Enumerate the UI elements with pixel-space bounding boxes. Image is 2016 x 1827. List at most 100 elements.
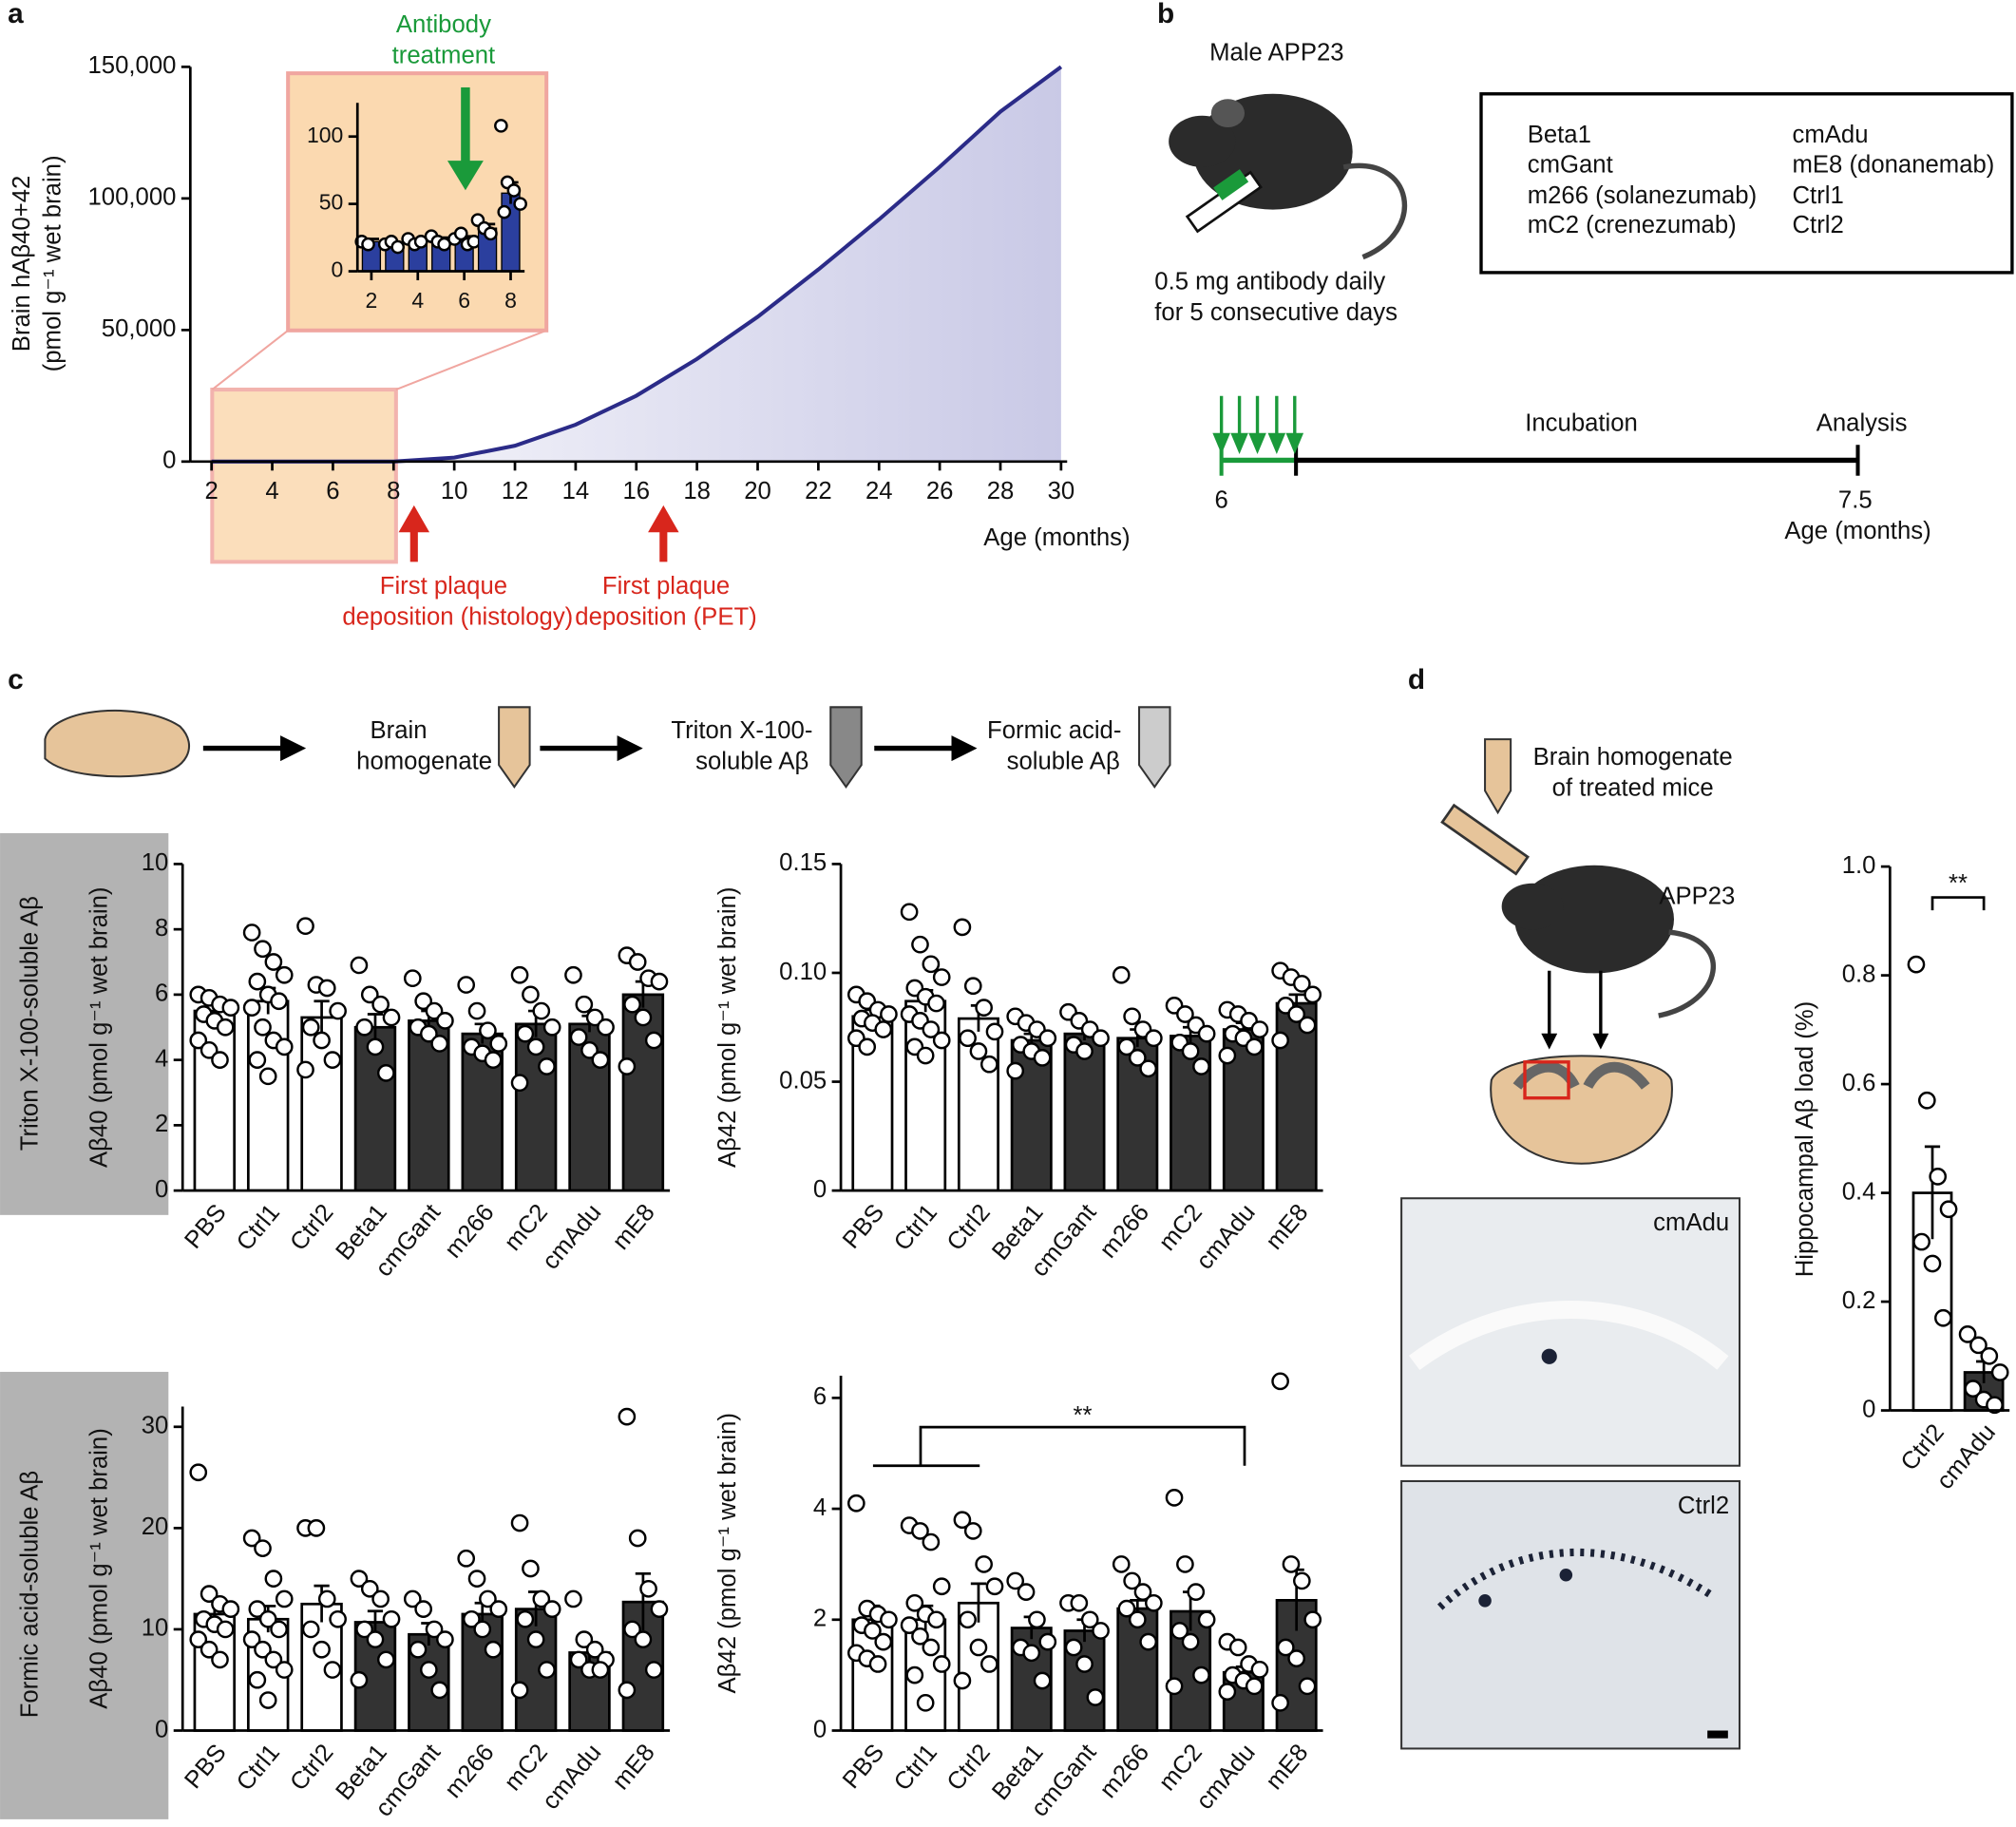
y-tick-label: 4 [813,1494,827,1521]
data-point [254,1018,272,1037]
y-tick-label: 0 [155,1716,168,1742]
data-point [317,1589,336,1608]
x-axis-label: Age (months) [983,524,1130,551]
data-point [880,1005,898,1023]
data-point [959,1610,977,1629]
data-point [275,1661,294,1679]
data-point [1133,1583,1152,1601]
annotation: First plaque [380,573,507,599]
data-point [258,1067,277,1086]
data-point [189,1630,208,1648]
data-point [1112,965,1131,984]
data-point [479,1021,497,1040]
data-point [513,197,527,211]
data-point [1192,1057,1210,1075]
x-tick-label: cmAdu [538,1740,607,1815]
tube [498,706,531,789]
data-point [639,1579,657,1598]
data-point [650,972,669,991]
data-point [323,1661,342,1679]
data-point [1287,1649,1305,1667]
data-point [355,1018,373,1037]
data-point [953,918,972,937]
data-point [1245,1037,1264,1056]
mouse-label: Male APP23 [1209,40,1343,67]
data-point [1912,1232,1930,1251]
data-point [457,976,476,994]
data-point [1064,1638,1083,1657]
data-point [376,1650,395,1669]
x-tick-label: Ctrl1 [232,1740,285,1797]
data-point [510,1074,529,1093]
x-tick-label: 10 [441,478,468,504]
step-label: soluble Aβ [695,748,808,774]
data-point [414,992,433,1011]
data-point [932,1031,951,1050]
error-bar [1924,1145,1941,1240]
error-bar [314,999,330,1035]
data-point [248,1670,267,1689]
y-tick-label: 0.8 [1842,961,1876,987]
injection-label: Brain homogenate [1533,744,1733,771]
data-point [361,237,375,252]
y-tick-label: 50 [319,190,344,215]
image-label: cmAdu [1653,1209,1729,1236]
data-point [1250,1020,1269,1038]
data-point [366,1037,385,1056]
data-point [1165,1677,1184,1696]
data-point [969,1638,988,1657]
y-tick-label: 0.10 [779,959,827,985]
data-point [1139,1059,1158,1078]
data-point [1276,1638,1295,1657]
data-point [623,995,641,1014]
data-point [1038,1029,1057,1048]
data-point [905,1593,924,1612]
y-axis-label: Aβ42 (pmol g⁻¹ wet brain) [714,1413,741,1694]
data-point [436,1630,454,1648]
data-point [216,1018,235,1037]
data-point [425,1001,444,1020]
data-point [420,1661,438,1679]
row-label: Triton X-100-soluble Aβ [16,896,43,1151]
y-axis-label: Aβ40 (pmol g⁻¹ wet brain) [86,887,112,1169]
annotation: First plaque [602,573,730,599]
data-point [1038,1632,1057,1651]
data-point [1128,1610,1147,1629]
data-point [932,1655,951,1673]
row-label: Formic acid-soluble Aβ [16,1471,43,1718]
data-point [242,1529,261,1548]
data-point [1117,1599,1136,1618]
data-point [376,1064,395,1082]
data-point [538,1661,556,1679]
data-point [403,1589,422,1608]
data-point [916,1693,935,1712]
data-point [248,1600,267,1618]
y-axis-label: Aβ40 (pmol g⁻¹ wet brain) [86,1428,112,1709]
y-tick-label: 100 [307,123,343,147]
row-band [0,1371,169,1819]
data-point [1990,1363,2009,1381]
data-point [575,995,594,1014]
data-point [580,1040,599,1059]
data-point [366,1630,385,1648]
data-point [846,1494,865,1513]
significance: ** [1073,1402,1092,1429]
data-point [350,1570,369,1588]
data-point [264,953,283,971]
data-point [484,1051,503,1069]
data-point [927,994,945,1013]
bar [621,993,665,1192]
data-point [623,1620,641,1639]
data-point [473,1620,492,1639]
data-point [532,1001,551,1020]
y-tick-label: 1.0 [1842,852,1876,879]
x-tick-label: 4 [265,478,278,504]
data-point [1017,1583,1036,1601]
micrograph [1400,1479,1741,1750]
data-point [275,1037,294,1056]
data-point [953,1511,972,1530]
data-point [1980,1346,1999,1365]
error-bar [970,1582,987,1623]
data-point [1303,985,1322,1004]
